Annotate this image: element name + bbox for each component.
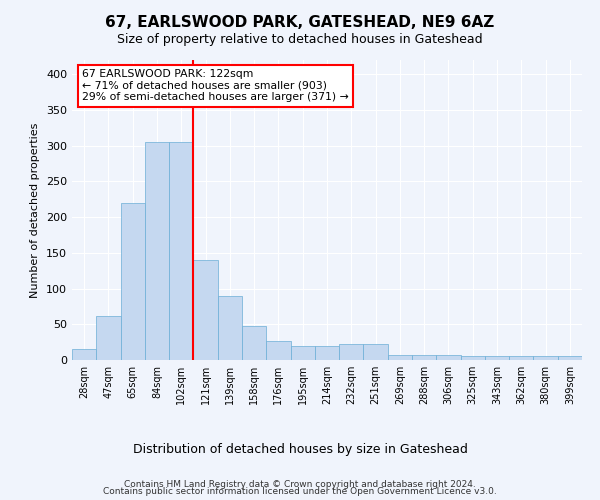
- Bar: [193, 260, 218, 360]
- Bar: [533, 356, 558, 360]
- Bar: [96, 316, 121, 360]
- Bar: [242, 326, 266, 360]
- Bar: [169, 142, 193, 360]
- Text: Contains public sector information licensed under the Open Government Licence v3: Contains public sector information licen…: [103, 488, 497, 496]
- Y-axis label: Number of detached properties: Number of detached properties: [31, 122, 40, 298]
- Bar: [218, 296, 242, 360]
- Text: Contains HM Land Registry data © Crown copyright and database right 2024.: Contains HM Land Registry data © Crown c…: [124, 480, 476, 489]
- Bar: [339, 344, 364, 360]
- Bar: [290, 346, 315, 360]
- Bar: [412, 355, 436, 360]
- Bar: [364, 344, 388, 360]
- Bar: [388, 355, 412, 360]
- Text: Distribution of detached houses by size in Gateshead: Distribution of detached houses by size …: [133, 442, 467, 456]
- Bar: [72, 350, 96, 360]
- Bar: [436, 355, 461, 360]
- Bar: [485, 356, 509, 360]
- Text: 67, EARLSWOOD PARK, GATESHEAD, NE9 6AZ: 67, EARLSWOOD PARK, GATESHEAD, NE9 6AZ: [106, 15, 494, 30]
- Text: Size of property relative to detached houses in Gateshead: Size of property relative to detached ho…: [117, 32, 483, 46]
- Bar: [145, 142, 169, 360]
- Bar: [315, 346, 339, 360]
- Bar: [558, 356, 582, 360]
- Bar: [461, 356, 485, 360]
- Bar: [121, 203, 145, 360]
- Text: 67 EARLSWOOD PARK: 122sqm
← 71% of detached houses are smaller (903)
29% of semi: 67 EARLSWOOD PARK: 122sqm ← 71% of detac…: [82, 69, 349, 102]
- Bar: [266, 340, 290, 360]
- Bar: [509, 356, 533, 360]
